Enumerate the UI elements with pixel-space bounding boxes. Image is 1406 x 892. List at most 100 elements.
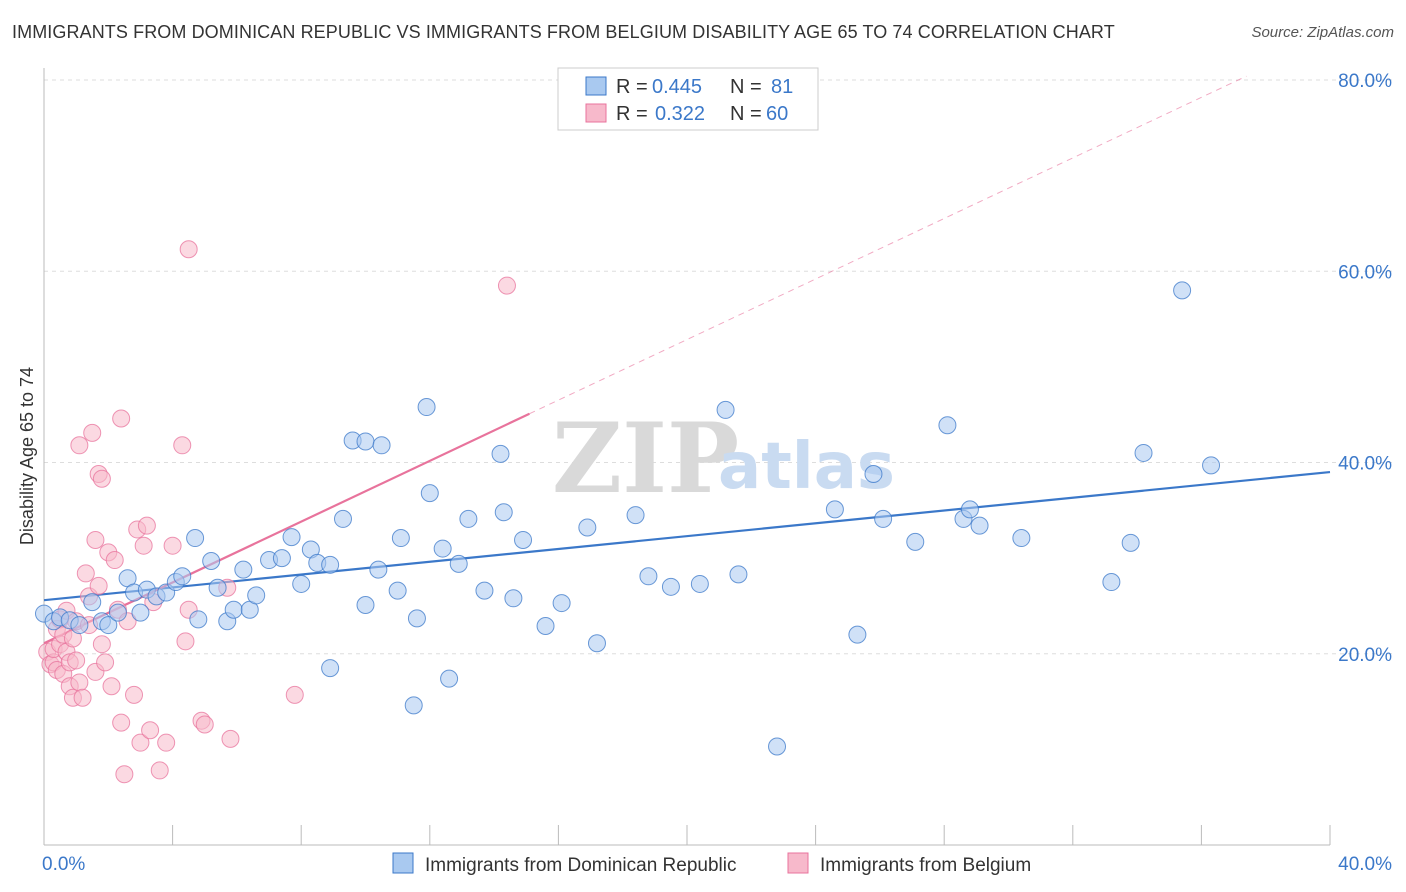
data-point-dominican bbox=[970, 516, 989, 535]
data-point-dominican bbox=[494, 503, 513, 522]
data-point-dominican bbox=[514, 530, 533, 549]
data-point-dominican bbox=[99, 616, 118, 635]
data-point-dominican bbox=[208, 578, 227, 597]
x-tick-label: 40.0% bbox=[1338, 854, 1392, 875]
data-point-belgium bbox=[112, 409, 131, 428]
data-point-dominican bbox=[202, 551, 221, 570]
legend-n-value-belgium: 60 bbox=[766, 103, 788, 125]
data-point-belgium bbox=[157, 733, 176, 752]
data-point-dominican bbox=[848, 625, 867, 644]
data-point-belgium bbox=[497, 276, 516, 295]
data-point-belgium bbox=[86, 530, 105, 549]
tick-labels: 20.0% 40.0% 60.0% 80.0% 0.0% 40.0% bbox=[42, 71, 1392, 875]
legend-r-value-dominican: 0.445 bbox=[652, 76, 702, 98]
trend-extension-1 bbox=[529, 75, 1247, 415]
data-point-dominican bbox=[321, 555, 340, 574]
data-point-belgium bbox=[141, 721, 160, 740]
data-point-dominican bbox=[420, 484, 439, 503]
data-point-dominican bbox=[626, 506, 645, 525]
data-point-dominican bbox=[83, 593, 102, 612]
data-point-dominican bbox=[729, 565, 748, 584]
watermark-atlas: atlas bbox=[718, 430, 895, 504]
data-point-dominican bbox=[186, 529, 205, 548]
data-point-dominican bbox=[475, 581, 494, 600]
data-point-belgium bbox=[176, 632, 195, 651]
data-point-dominican bbox=[491, 444, 510, 463]
data-point-dominican bbox=[372, 436, 391, 455]
data-point-dominican bbox=[587, 634, 606, 653]
data-point-dominican bbox=[906, 532, 925, 551]
data-point-belgium bbox=[70, 436, 89, 455]
data-point-dominican bbox=[825, 500, 844, 519]
y-tick-label: 80.0% bbox=[1338, 71, 1392, 92]
chart-title: IMMIGRANTS FROM DOMINICAN REPUBLIC VS IM… bbox=[12, 22, 1115, 42]
trend-lines bbox=[43, 75, 1331, 645]
watermark: ZIP atlas bbox=[552, 402, 895, 515]
data-point-dominican bbox=[407, 609, 426, 628]
data-point-belgium bbox=[112, 713, 131, 732]
trend-line-0 bbox=[43, 470, 1331, 602]
data-point-dominican bbox=[864, 464, 883, 483]
data-point-dominican bbox=[247, 586, 266, 605]
data-point-belgium bbox=[195, 715, 214, 734]
data-point-dominican bbox=[1102, 573, 1121, 592]
data-point-dominican bbox=[661, 577, 680, 596]
data-point-belgium bbox=[221, 729, 240, 748]
legend-label-belgium: Immigrants from Belgium bbox=[820, 855, 1031, 876]
data-point-dominican bbox=[131, 603, 150, 622]
legend-n-value-dominican: 81 bbox=[771, 76, 793, 98]
data-points bbox=[35, 240, 1221, 784]
y-tick-label: 60.0% bbox=[1338, 262, 1392, 283]
data-point-belgium bbox=[67, 651, 86, 670]
data-point-dominican bbox=[224, 600, 243, 619]
data-point-dominican bbox=[578, 518, 597, 537]
data-point-dominican bbox=[1012, 529, 1031, 548]
data-point-dominican bbox=[536, 617, 555, 636]
data-point-dominican bbox=[292, 574, 311, 593]
legend-swatch-belgium bbox=[787, 852, 809, 874]
data-point-belgium bbox=[92, 469, 111, 488]
y-tick-label: 20.0% bbox=[1338, 645, 1392, 666]
data-point-dominican bbox=[388, 581, 407, 600]
data-point-dominican bbox=[690, 574, 709, 593]
legend-swatch-belgium bbox=[585, 103, 607, 123]
watermark-zip: ZIP bbox=[552, 402, 739, 515]
data-point-dominican bbox=[234, 560, 253, 579]
data-point-dominican bbox=[391, 529, 410, 548]
data-point-belgium bbox=[83, 423, 102, 442]
data-point-dominican bbox=[356, 595, 375, 614]
y-tick-label: 40.0% bbox=[1338, 454, 1392, 475]
data-point-dominican bbox=[433, 539, 452, 558]
data-point-dominican bbox=[173, 567, 192, 586]
data-point-dominican bbox=[768, 737, 787, 756]
data-point-dominican bbox=[108, 603, 127, 622]
data-point-dominican bbox=[70, 616, 89, 635]
data-point-belgium bbox=[73, 688, 92, 707]
legend-r-label: R = bbox=[616, 76, 648, 98]
axes bbox=[43, 68, 1331, 846]
data-point-dominican bbox=[1202, 456, 1221, 475]
x-tick-label: 0.0% bbox=[42, 854, 85, 875]
data-point-dominican bbox=[639, 567, 658, 586]
data-point-dominican bbox=[960, 500, 979, 519]
data-point-dominican bbox=[938, 416, 957, 435]
data-point-belgium bbox=[96, 653, 115, 672]
data-point-dominican bbox=[874, 509, 893, 528]
data-point-belgium bbox=[92, 635, 111, 654]
correlation-legend: R = 0.445 N = 81 R = 0.322 N = 60 bbox=[557, 67, 819, 131]
data-point-belgium bbox=[134, 536, 153, 555]
legend-r-label: R = bbox=[616, 103, 648, 125]
data-point-dominican bbox=[356, 432, 375, 451]
data-point-dominican bbox=[1173, 281, 1192, 300]
data-point-belgium bbox=[179, 240, 198, 259]
data-point-dominican bbox=[272, 549, 291, 568]
data-point-dominican bbox=[333, 509, 352, 528]
data-point-belgium bbox=[76, 564, 95, 583]
data-point-belgium bbox=[115, 765, 134, 784]
data-point-dominican bbox=[282, 528, 301, 547]
legend-label-dominican: Immigrants from Dominican Republic bbox=[425, 855, 737, 876]
legend-swatch-dominican bbox=[392, 852, 414, 874]
data-point-belgium bbox=[105, 551, 124, 570]
data-point-belgium bbox=[70, 673, 89, 692]
